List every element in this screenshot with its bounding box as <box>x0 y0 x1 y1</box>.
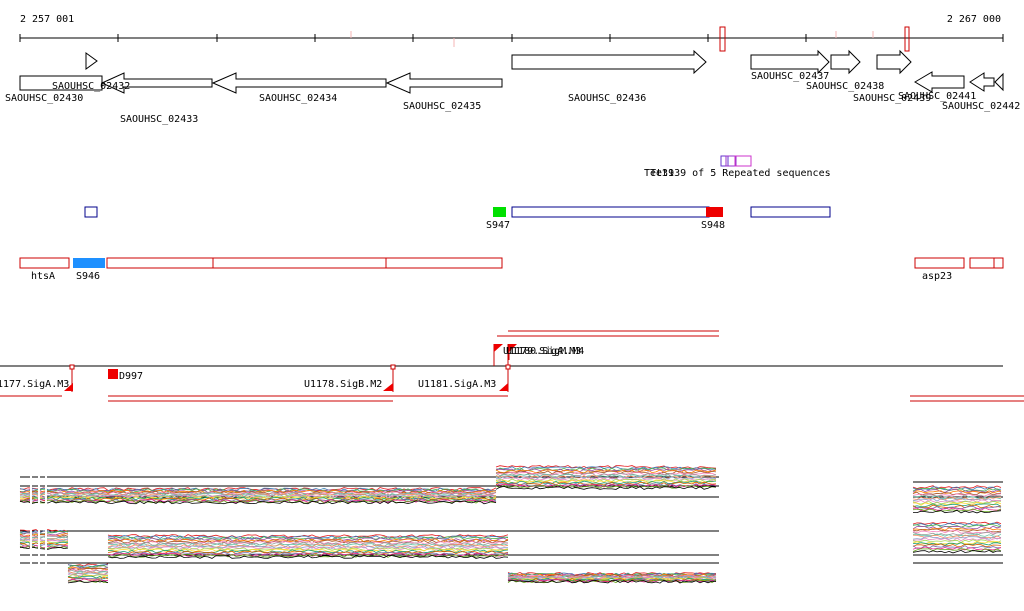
gene-label: SAOUHSC_02442 <box>942 101 1020 112</box>
region-feature-s947[interactable] <box>493 207 506 217</box>
promoter-marker-d997[interactable] <box>108 369 118 379</box>
expression-trace <box>19 533 1002 580</box>
repeat-feature[interactable] <box>725 155 737 167</box>
promoter-label: U1180.SigM.M4 <box>506 346 584 357</box>
operon-feature[interactable] <box>106 257 503 269</box>
operon-track: htsA S946 asp23 <box>19 257 1004 282</box>
promoter-label: U1179.SigA.M3 <box>503 346 581 357</box>
promoter-track: U1177.SigA.M3 D997 U1178.SigB.M2 U1181.S… <box>0 330 1024 402</box>
gene-label: SAOUHSC_02439 <box>853 93 931 104</box>
expression-trace <box>19 485 1002 514</box>
ruler-marks <box>350 31 874 47</box>
gene-feature[interactable] <box>994 72 1004 92</box>
expression-trace <box>19 536 1002 580</box>
promoter-flag[interactable] <box>509 344 517 352</box>
promoter-label: U1181.SigA.M3 <box>418 379 496 390</box>
terminator-marker[interactable] <box>904 26 910 52</box>
gene-feature[interactable] <box>830 49 861 75</box>
operon-label: S946 <box>76 271 100 282</box>
gene-label: SAOUHSC_02436 <box>568 93 646 104</box>
gene-label: SAOUHSC_02435 <box>403 101 481 112</box>
region-feature[interactable] <box>750 206 831 218</box>
region-feature[interactable] <box>84 206 98 218</box>
promoter-marker[interactable] <box>505 364 511 370</box>
repeat-track: Tet39 Tet139 of 5 Repeated sequences <box>644 155 831 179</box>
repeat-feature[interactable] <box>720 155 729 167</box>
promoter-flag[interactable] <box>499 383 508 391</box>
gene-label: SAOUHSC_02430 <box>5 93 83 104</box>
gene-label: SAOUHSC_02438 <box>806 81 884 92</box>
expression-trace <box>19 546 1002 584</box>
promoter-label: D997 <box>119 371 143 382</box>
gene-feature[interactable] <box>511 49 707 75</box>
expression-trace <box>19 528 1002 578</box>
promoter-marker[interactable] <box>390 364 396 370</box>
operon-feature[interactable] <box>19 257 70 269</box>
gene-feature[interactable] <box>85 52 98 70</box>
repeat-label: Tet139 of 5 Repeated sequences <box>650 168 831 179</box>
gene-feature[interactable] <box>914 71 965 93</box>
gene-label: SAOUHSC_02437 <box>751 71 829 82</box>
region-feature-s948[interactable] <box>706 207 723 217</box>
operon-feature[interactable] <box>914 257 965 269</box>
gene-feature[interactable] <box>876 49 912 75</box>
coordinate-ruler: 2 257 001 2 267 000 <box>19 14 1004 52</box>
expression-trace <box>19 522 1002 577</box>
gene-label: SAOUHSC_02433 <box>120 114 198 125</box>
region-feature[interactable] <box>511 206 710 218</box>
expression-panel-top <box>19 465 1003 514</box>
expression-trace <box>19 521 1002 576</box>
gene-feature[interactable] <box>385 72 503 94</box>
operon-feature-s946[interactable] <box>73 258 105 268</box>
gene-feature[interactable] <box>211 72 387 94</box>
promoter-flag[interactable] <box>383 383 393 391</box>
gene-feature[interactable] <box>969 72 995 92</box>
expression-trace <box>20 481 1002 509</box>
expression-traces <box>19 521 1002 584</box>
promoter-label: U1177.SigA.M3 <box>0 379 69 390</box>
promoter-label: U1178.SigB.M2 <box>304 379 382 390</box>
region-label: S948 <box>701 220 725 231</box>
gene-label: SAOUHSC_02432 <box>52 81 130 92</box>
expression-trace <box>19 540 1002 582</box>
promoter-marker[interactable] <box>69 364 75 370</box>
expression-trace <box>19 465 1002 491</box>
region-track: S947 S948 <box>84 206 831 231</box>
terminator-marker[interactable] <box>719 26 726 52</box>
repeat-label: Tet39 <box>644 168 674 179</box>
promoter-flag[interactable] <box>494 344 503 352</box>
gene-label: SAOUHSC_02441 <box>898 91 976 102</box>
operon-feature[interactable] <box>969 257 1004 269</box>
operon-label: asp23 <box>922 271 952 282</box>
expression-trace <box>19 527 1002 578</box>
gene-label: SAOUHSC_02434 <box>259 93 337 104</box>
ruler-start-label: 2 257 001 <box>20 14 74 25</box>
expression-trace <box>19 544 1002 583</box>
repeat-feature[interactable] <box>734 155 752 167</box>
region-label: S947 <box>486 220 510 231</box>
operon-label: htsA <box>31 271 55 282</box>
ruler-end-label: 2 267 000 <box>947 14 1001 25</box>
expression-traces <box>19 465 1002 514</box>
expression-panel-bottom <box>19 521 1003 584</box>
promoter-flag[interactable] <box>64 383 73 391</box>
gene-feature[interactable] <box>750 49 830 75</box>
panel-gaps <box>30 470 47 590</box>
gene-track: SAOUHSC_02430 SAOUHSC_02432 SAOUHSC_0243… <box>5 49 1020 125</box>
